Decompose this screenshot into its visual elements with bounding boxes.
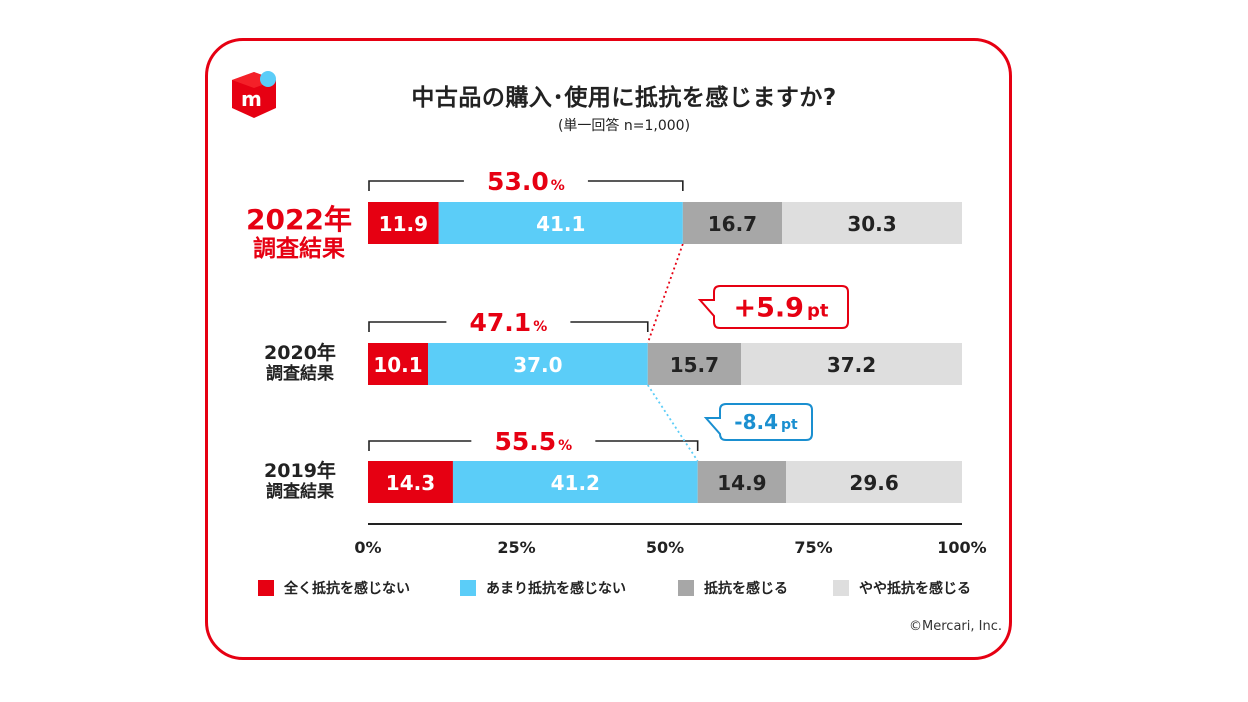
bar-value-label: 29.6 [849,471,898,495]
bar-segment [452,461,698,503]
row-sub: 調査結果 [266,363,334,384]
mercari-logo-icon: m [232,71,276,118]
row-label-2020: 2020年 調査結果 [250,342,350,384]
bracket-line [368,440,472,451]
bar-value-label: 14.3 [386,471,435,495]
bracket-line [570,321,649,332]
legend-swatch [258,580,274,596]
bar-segment [782,202,962,244]
row-label-2022: 2022年 調査結果 [243,203,355,263]
callout-up-bubble [697,285,849,329]
bar-value-label: 14.9 [717,471,766,495]
bar-segment [438,202,683,244]
bracket-line [368,180,464,191]
bar-segment [697,461,787,503]
x-tick-label: 0% [354,538,381,557]
copyright: ©Mercari, Inc. [909,619,1002,634]
bar-segment [368,343,428,385]
bar-value-label: 37.0 [513,353,562,377]
bar-segment [682,202,783,244]
x-tick-label: 25% [497,538,535,557]
legend: 全く抵抗を感じない あまり抵抗を感じない 抵抗を感じる やや抵抗を感じる [258,578,1018,600]
legend-item: やや抵抗を感じる [833,578,971,598]
bracket-line [368,321,447,332]
bar-segment [368,202,439,244]
legend-item: 全く抵抗を感じない [258,578,410,598]
bracket-line [595,440,699,451]
bar-value-label: 37.2 [827,353,876,377]
legend-label: やや抵抗を感じる [859,581,971,597]
callout-down-value: -8.4 pt [734,410,798,434]
row-year: 2020年 [264,342,336,364]
bracket-total-label: 55.5% [494,427,572,456]
row-label-2019: 2019年 調査結果 [250,460,350,502]
callout-up-value: +5.9 pt [734,293,829,324]
bar-segment [368,461,453,503]
x-tick-label: 50% [646,538,684,557]
chart-title: 中古品の購入･使用に抵抗を感じますか? [411,85,837,111]
legend-swatch [460,580,476,596]
chart-frame [205,38,1012,660]
bar-value-label: 41.1 [536,212,585,236]
bar-value-label: 16.7 [708,212,757,236]
legend-item: あまり抵抗を感じない [460,578,626,598]
row-sub: 調査結果 [266,481,334,502]
x-tick-label: 75% [794,538,832,557]
legend-label: あまり抵抗を感じない [486,581,626,597]
logo-letter: m [241,87,262,111]
bracket-line [587,180,684,191]
legend-item: 抵抗を感じる [678,578,788,598]
x-tick-label: 100% [937,538,986,557]
row-year: 2022年 [246,203,352,236]
legend-label: 抵抗を感じる [704,581,788,597]
legend-label: 全く抵抗を感じない [284,581,410,597]
row-sub: 調査結果 [253,236,345,263]
bar-segment [427,343,648,385]
bar-value-label: 11.9 [379,212,428,236]
bar-value-label: 10.1 [373,353,422,377]
chart-subtitle: (単一回答 n=1,000) [557,118,691,134]
bar-segment [647,343,742,385]
change-connector-up [646,243,684,344]
bracket-total-label: 47.1% [470,308,548,337]
bar-segment [786,461,962,503]
bar-segment [741,343,962,385]
bracket-total-label: 53.0% [487,167,565,196]
legend-swatch [678,580,694,596]
legend-swatch [833,580,849,596]
row-year: 2019年 [264,460,336,482]
change-connector-down [647,384,699,462]
bar-value-label: 15.7 [670,353,719,377]
callout-down-bubble [703,403,813,441]
bar-value-label: 30.3 [847,212,896,236]
bar-value-label: 41.2 [551,471,600,495]
